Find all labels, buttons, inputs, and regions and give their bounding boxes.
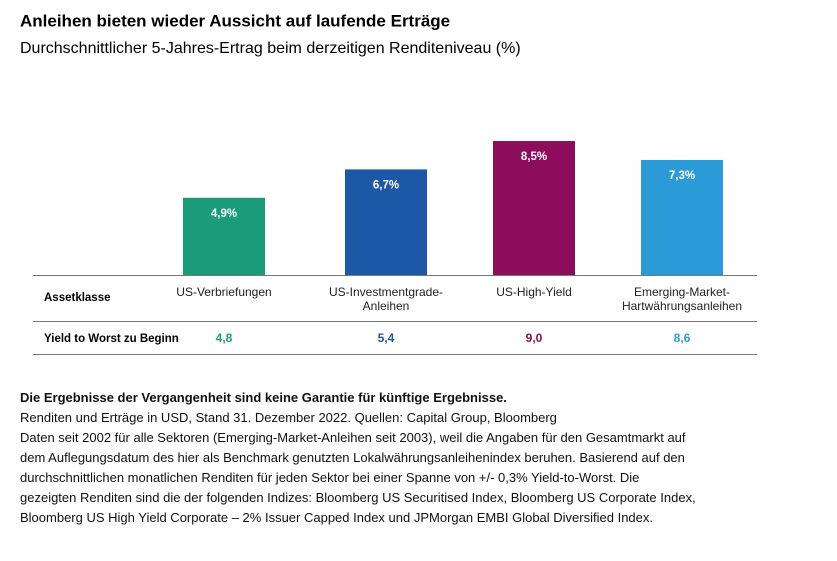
- notes-line: durchschnittlichen monatlichen Renditen …: [20, 470, 640, 485]
- row-header: Assetklasse: [44, 292, 111, 304]
- yield-value: 8,6: [673, 331, 691, 345]
- category-label: US-High-Yield: [496, 285, 572, 299]
- bar: [493, 141, 575, 275]
- notes-line: dem Auflegungsdatum des hier als Benchma…: [20, 450, 685, 465]
- notes: Die Ergebnisse der Vergangenheit sind ke…: [20, 388, 820, 528]
- notes-line: gezeigten Renditen sind die der folgende…: [20, 490, 696, 505]
- chart-subtitle: Durchschnittlicher 5-Jahres-Ertrag beim …: [20, 40, 521, 57]
- category-label: US-Verbriefungen: [176, 285, 272, 299]
- notes-line: Bloomberg US High Yield Corporate – 2% I…: [20, 510, 653, 525]
- value-label: 6,7%: [373, 179, 399, 191]
- value-label: 7,3%: [669, 170, 695, 182]
- category-label: US-Investmentgrade- Anleihen: [328, 285, 444, 313]
- notes-heading: Die Ergebnisse der Vergangenheit sind ke…: [20, 390, 507, 405]
- row-label: Yield to Worst zu Beginn: [44, 333, 179, 345]
- notes-body: Renditen und Erträge in USD, Stand 31. D…: [20, 408, 820, 528]
- value-label: 8,5%: [521, 151, 547, 163]
- chart-title: Anleihen bieten wieder Aussicht auf lauf…: [20, 11, 450, 30]
- notes-line: Renditen und Erträge in USD, Stand 31. D…: [20, 410, 557, 425]
- value-label: 4,9%: [211, 208, 237, 220]
- bar: [345, 169, 427, 275]
- bar: [183, 197, 265, 275]
- notes-line: Daten seit 2002 für alle Sektoren (Emerg…: [20, 430, 686, 445]
- yield-value: 4,8: [215, 331, 233, 345]
- chart: Anleihen bieten wieder Aussicht auf lauf…: [20, 11, 757, 355]
- bar: [641, 159, 723, 275]
- category-label: Emerging-Market- Hartwährungsanleihen: [621, 285, 743, 313]
- yield-value: 5,4: [377, 331, 395, 345]
- yield-value: 9,0: [525, 331, 543, 345]
